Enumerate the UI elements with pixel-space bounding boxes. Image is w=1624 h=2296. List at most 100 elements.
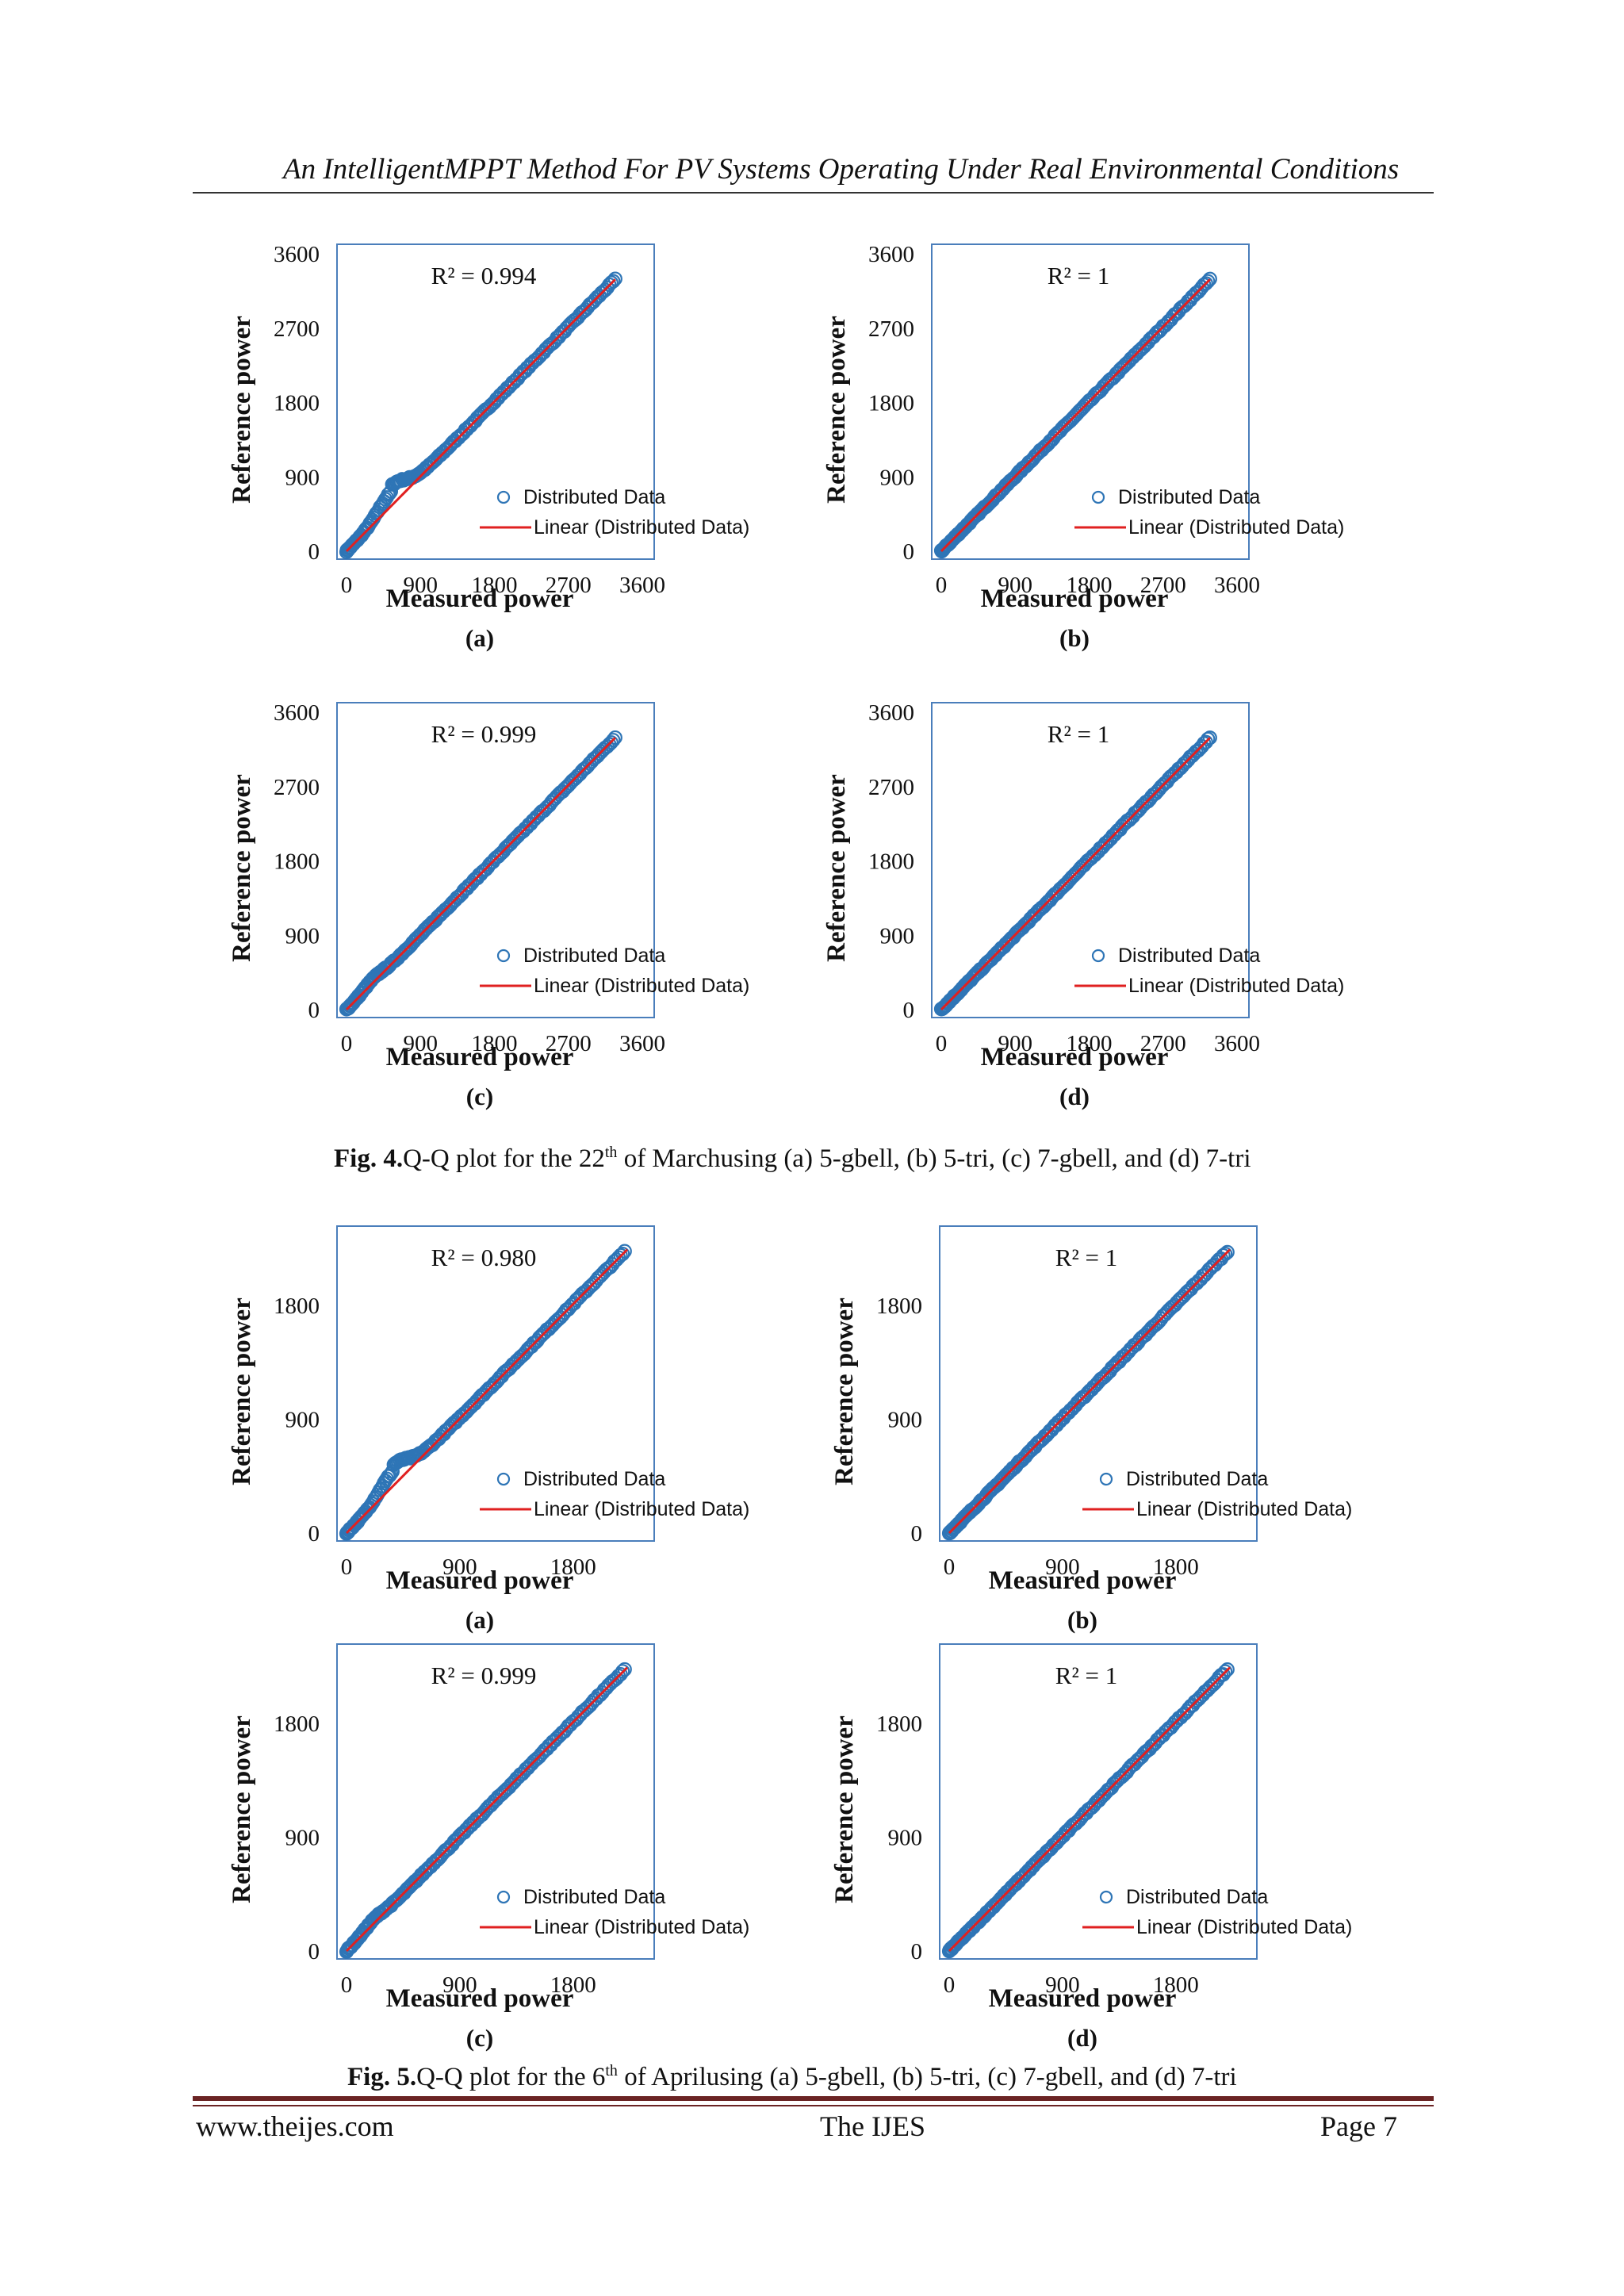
y-tick-label: 900 — [285, 1407, 320, 1432]
r-squared-label: R² = 1 — [1048, 262, 1109, 289]
qq-point — [1202, 271, 1217, 286]
qq-point — [607, 271, 622, 286]
x-tick-label: 900 — [404, 1031, 439, 1056]
qq-point — [617, 1244, 632, 1259]
x-tick-label: 900 — [442, 1972, 477, 1998]
qq-plot-fig4d: 0 900 1800 2700 3600 0 900 1800 2700 3600 Measured… — [809, 688, 1396, 1140]
legend-markers-label: Distributed Data — [523, 1468, 665, 1490]
y-tick-label: 900 — [888, 1825, 923, 1850]
x-tick-label: 0 — [341, 1554, 353, 1580]
qq-point — [1216, 1248, 1231, 1263]
x-tick-label: 2700 — [1140, 1031, 1186, 1056]
qq-point — [613, 1248, 628, 1263]
y-tick-label: 2700 — [274, 316, 320, 342]
qq-point — [613, 1666, 628, 1682]
x-tick-label: 1800 — [472, 573, 518, 598]
r-squared-label: R² = 0.994 — [431, 262, 537, 289]
r-squared-label: R² = 0.999 — [431, 1662, 537, 1689]
y-tick-label: 3600 — [274, 700, 320, 726]
qq-point — [482, 400, 497, 415]
x-tick-label: 1800 — [1153, 1972, 1199, 1998]
chart-svg: 0 900 1800 2700 3600 0 900 1800 2700 3600 Measured… — [822, 700, 1344, 1110]
x-tick-label: 900 — [998, 573, 1033, 598]
x-tick-label: 900 — [404, 573, 439, 598]
running-header: An IntelligentMPPT Method For PV Systems… — [283, 153, 1400, 186]
y-axis-label: Reference power — [822, 316, 851, 504]
x-tick-label: 0 — [936, 1031, 948, 1056]
qq-point — [1220, 1244, 1235, 1259]
y-tick-label: 1800 — [868, 849, 914, 875]
x-tick-label: 0 — [341, 1031, 353, 1056]
y-axis-label: Reference power — [228, 1715, 256, 1903]
x-tick-label: 0 — [341, 573, 353, 598]
qq-plot-fig4a: 0 900 1800 2700 3600 0 900 1800 2700 3600 Measured… — [214, 230, 801, 690]
y-tick-label: 900 — [285, 1825, 320, 1850]
qq-point — [606, 733, 621, 748]
qq-point — [606, 274, 621, 289]
y-tick-label: 900 — [880, 465, 915, 490]
qq-point — [607, 730, 622, 746]
panel-label: (a) — [465, 1606, 494, 1634]
x-axis-label: Measured power — [989, 1566, 1177, 1595]
x-axis-label: Measured power — [981, 1043, 1169, 1071]
qq-point — [615, 1246, 630, 1262]
legend-markers-label: Distributed Data — [1126, 1468, 1268, 1490]
qq-point — [1220, 1662, 1235, 1677]
qq-point — [1201, 731, 1216, 746]
y-axis-label: Reference power — [228, 1297, 256, 1485]
chart-svg: 0 900 1800 2700 3600 0 900 1800 2700 3600 Measured… — [228, 700, 749, 1110]
qq-plot-fig5b: 0 900 1800 0 900 1800 Measured power Reference … — [817, 1212, 1404, 1634]
y-tick-label: 0 — [903, 539, 915, 565]
x-axis-label: Measured power — [386, 585, 574, 613]
linear-fit-line — [345, 278, 616, 553]
y-tick-label: 1800 — [274, 849, 320, 875]
legend-markers-label: Distributed Data — [523, 486, 665, 508]
linear-fit-line — [345, 1248, 629, 1535]
y-tick-label: 0 — [308, 1521, 320, 1547]
x-axis-label: Measured power — [989, 1984, 1177, 2013]
data-markers — [933, 271, 1217, 559]
header-divider — [193, 192, 1434, 194]
qq-point — [1218, 1246, 1233, 1262]
y-tick-label: 0 — [911, 1521, 923, 1547]
footer-journal: The IJES — [820, 2110, 925, 2142]
x-tick-label: 1800 — [1067, 1031, 1113, 1056]
y-tick-label: 1800 — [274, 1711, 320, 1737]
legend-marker-icon — [1099, 1890, 1113, 1904]
data-markers — [339, 730, 622, 1017]
x-tick-label: 0 — [936, 573, 948, 598]
footer-page-number: Page 7 — [1320, 2110, 1397, 2142]
x-tick-label: 3600 — [1214, 573, 1260, 598]
legend-markers-label: Distributed Data — [523, 945, 665, 967]
legend-marker-icon — [1091, 490, 1105, 504]
legend-line-label: Linear (Distributed Data) — [1128, 975, 1344, 997]
x-tick-label: 1800 — [1153, 1554, 1199, 1580]
legend-marker-icon — [1091, 949, 1105, 963]
qq-point — [1201, 274, 1216, 289]
y-tick-label: 900 — [285, 465, 320, 490]
y-axis-label: Reference power — [228, 774, 256, 962]
y-tick-label: 900 — [285, 923, 320, 949]
figure-5-caption: Fig. 5.Q-Q plot for the 6th of Aprilusin… — [347, 2062, 1237, 2091]
y-tick-label: 1800 — [274, 1294, 320, 1319]
y-axis-label: Reference power — [822, 774, 851, 962]
y-tick-label: 1800 — [876, 1711, 922, 1737]
y-axis-label: Reference power — [830, 1715, 859, 1903]
y-tick-label: 2700 — [868, 775, 914, 800]
y-tick-label: 900 — [888, 1407, 923, 1432]
legend-marker-icon — [496, 1472, 511, 1486]
x-tick-label: 900 — [1045, 1972, 1080, 1998]
y-axis-label: Reference power — [228, 316, 256, 504]
data-markers — [339, 1244, 632, 1541]
legend-line-label: Linear (Distributed Data) — [534, 975, 749, 997]
y-tick-label: 0 — [308, 1939, 320, 1964]
qq-plot-fig4b: 0 900 1800 2700 3600 0 900 1800 2700 3600 Measured… — [809, 230, 1396, 690]
y-tick-label: 0 — [903, 998, 915, 1023]
footer-website: www.theijes.com — [196, 2110, 394, 2142]
x-tick-label: 1800 — [1067, 573, 1113, 598]
r-squared-label: R² = 1 — [1048, 720, 1109, 748]
y-tick-label: 0 — [911, 1939, 923, 1964]
